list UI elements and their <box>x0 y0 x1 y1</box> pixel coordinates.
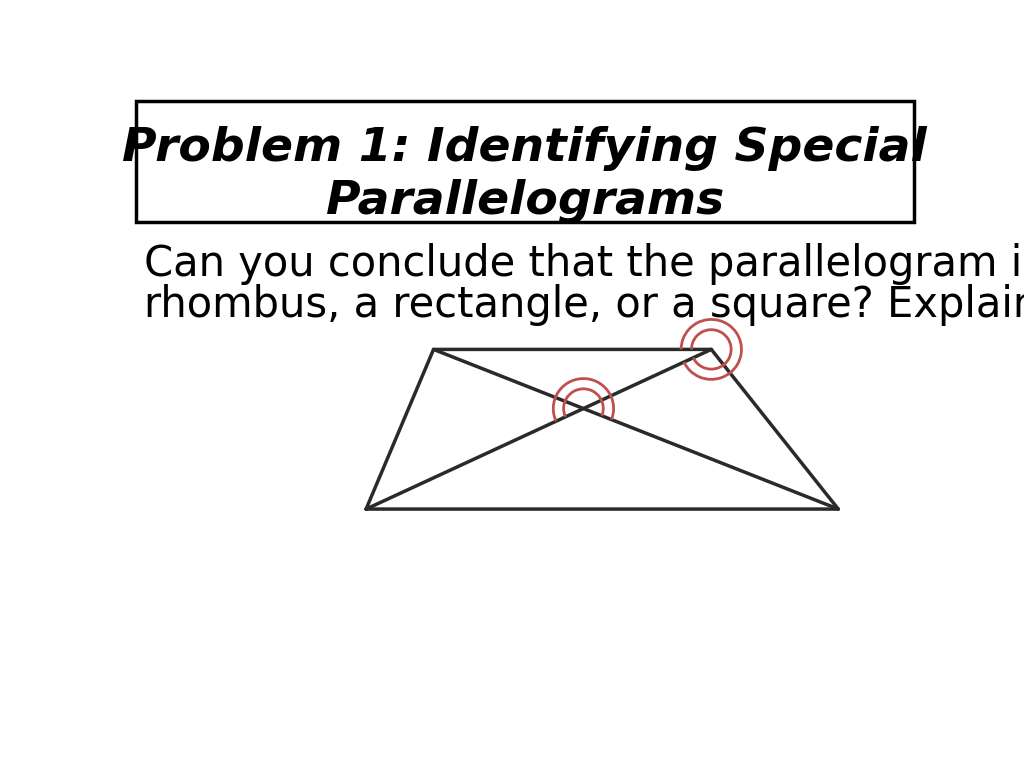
Text: rhombus, a rectangle, or a square? Explain!: rhombus, a rectangle, or a square? Expla… <box>143 284 1024 326</box>
Text: Parallelograms: Parallelograms <box>326 179 724 224</box>
FancyBboxPatch shape <box>136 101 913 222</box>
Text: Problem 1: Identifying Special: Problem 1: Identifying Special <box>123 126 927 170</box>
Text: Can you conclude that the parallelogram is a: Can you conclude that the parallelogram … <box>143 243 1024 285</box>
